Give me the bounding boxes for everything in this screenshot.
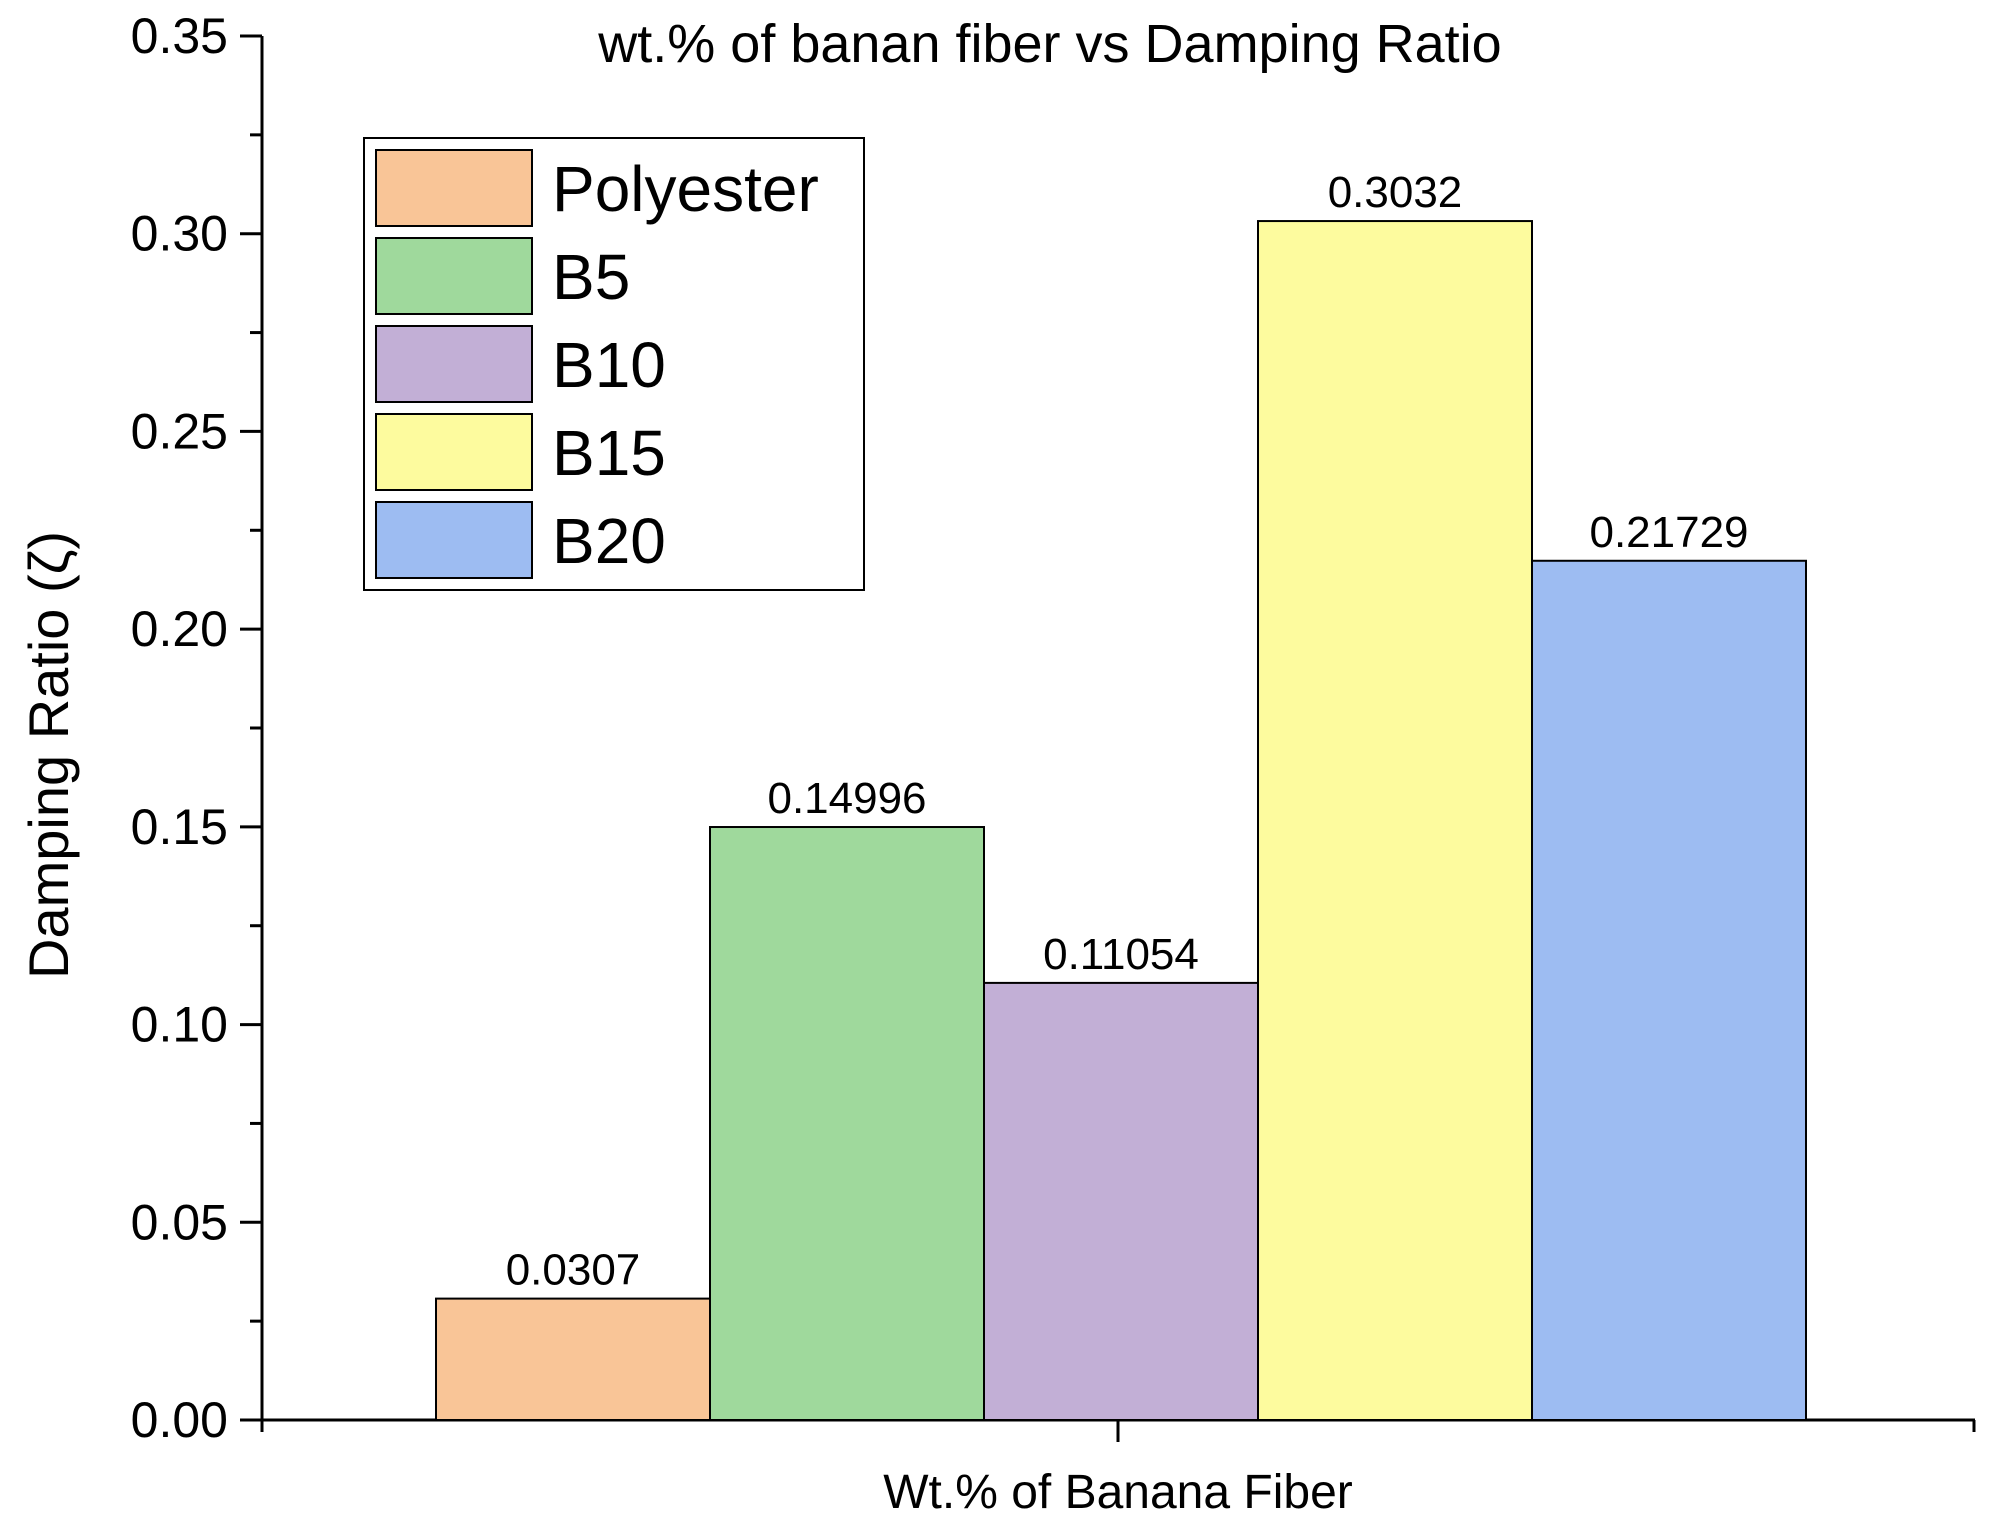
data-label-b20: 0.21729 [1589,508,1748,557]
y-axis: 0.00 0.05 0.10 0.15 0.20 0.25 0.30 0.35 [131,8,264,1448]
bar-b5 [709,826,985,1421]
data-label-polyester: 0.0307 [506,1246,641,1295]
data-label-b10: 0.11054 [1043,930,1199,979]
legend-swatch-b10 [375,325,533,403]
y-tick-label: 0.20 [131,601,228,657]
legend-label-b5: B5 [552,241,630,313]
y-tick-label: 0.15 [131,799,228,855]
y-tick-label: 0.00 [131,1392,228,1448]
legend-label-b15: B15 [552,417,666,489]
y-tick-label: 0.05 [131,1194,228,1250]
data-labels: 0.0307 0.14996 0.11054 0.3032 0.21729 [506,168,1749,1295]
y-tick-label: 0.35 [131,8,228,64]
legend-swatch-b15 [375,413,533,491]
legend-swatch-polyester [375,149,533,227]
legend-label-polyester: Polyester [552,153,819,225]
data-label-b5: 0.14996 [767,774,926,823]
bar-b10 [983,981,1259,1421]
y-tick-label: 0.30 [131,206,228,262]
bar-b15 [1257,220,1533,1422]
y-tick-label: 0.10 [131,997,228,1053]
bar-b20 [1531,559,1807,1421]
bars [435,220,1807,1422]
data-label-b15: 0.3032 [1328,168,1463,217]
x-axis-title: Wt.% of Banana Fiber [883,1466,1353,1519]
legend-swatch-b20 [375,501,533,579]
y-tick-label: 0.25 [131,403,228,459]
chart-title: wt.% of banan fiber vs Damping Ratio [597,14,1501,74]
x-axis [260,1418,1976,1442]
legend: Polyester B5 B10 B15 B20 [363,137,865,591]
legend-label-b20: B20 [552,505,666,577]
bar-polyester [435,1297,711,1421]
legend-swatch-b5 [375,237,533,315]
y-axis-title: Damping Ratio (ζ) [17,531,80,979]
legend-label-b10: B10 [552,329,666,401]
